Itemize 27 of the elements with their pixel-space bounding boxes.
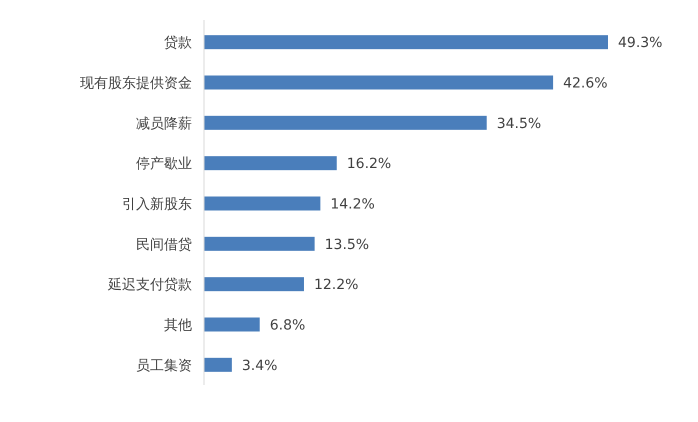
bar xyxy=(204,156,337,170)
bar xyxy=(204,236,315,251)
data-label: 12.2% xyxy=(314,277,358,294)
bar xyxy=(204,116,487,130)
data-label: 49.3% xyxy=(618,35,662,52)
bar xyxy=(204,35,608,50)
y-tick-label: 停产歇业 xyxy=(136,156,192,172)
y-tick-label: 延迟支付贷款 xyxy=(107,277,192,294)
data-label: 13.5% xyxy=(324,236,370,253)
data-label: 14.2% xyxy=(330,196,375,212)
data-label: 34.5% xyxy=(496,116,542,132)
bar xyxy=(204,358,232,372)
y-tick-label: 其他 xyxy=(164,318,192,334)
y-tick-label: 减员降薪 xyxy=(136,116,192,132)
bar xyxy=(204,318,260,332)
y-tick-label: 贷款 xyxy=(164,35,192,52)
data-label: 16.2% xyxy=(346,156,392,172)
bar xyxy=(204,76,554,90)
y-tick-label: 现有股东提供资金 xyxy=(80,76,192,92)
data-label: 6.8% xyxy=(270,318,306,334)
y-tick-label: 员工集资 xyxy=(136,358,192,374)
data-label: 3.4% xyxy=(242,358,278,374)
y-tick-label: 引入新股东 xyxy=(122,196,192,212)
bar xyxy=(204,277,304,292)
bar xyxy=(204,196,320,210)
data-label: 42.6% xyxy=(563,76,608,92)
y-tick-label: 民间借贷 xyxy=(136,236,192,253)
